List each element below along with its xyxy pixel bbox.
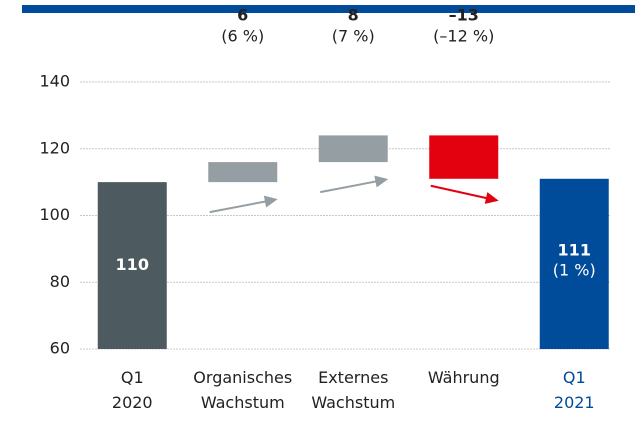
bar <box>539 178 609 349</box>
x-tick-label: Q1 2020 <box>112 368 153 412</box>
change-label: (7 %) <box>332 27 375 46</box>
value-label: 111 <box>558 240 591 259</box>
x-tick-label: Q1 2021 <box>554 368 595 412</box>
bar <box>429 135 499 179</box>
x-tick-label: Externes Wachstum <box>311 368 395 412</box>
change-label: (6 %) <box>221 27 264 46</box>
bar <box>97 182 167 349</box>
arrow-head <box>374 175 389 188</box>
y-tick-label: 120 <box>39 138 70 157</box>
y-tick-label: 60 <box>50 339 70 358</box>
value-label: 110 <box>116 255 149 274</box>
change-label: (1 %) <box>553 260 596 279</box>
value-label: 6 <box>237 6 248 25</box>
value-label: –13 <box>449 6 479 25</box>
arrow-shaft <box>430 184 487 200</box>
bar <box>208 162 278 183</box>
y-tick-label: 80 <box>50 272 70 291</box>
arrow-shaft <box>320 180 377 194</box>
arrow-head <box>263 195 278 208</box>
value-label: 8 <box>348 6 359 25</box>
arrow-shaft <box>209 200 266 214</box>
y-tick-label: 140 <box>39 72 70 91</box>
top-band <box>22 5 635 13</box>
x-tick-label: Organisches Wachstum <box>193 368 292 412</box>
arrow-head <box>484 192 499 204</box>
y-tick-label: 100 <box>39 205 70 224</box>
bar <box>318 135 388 163</box>
change-label: (–12 %) <box>433 27 494 46</box>
x-tick-label: Währung <box>428 368 500 387</box>
